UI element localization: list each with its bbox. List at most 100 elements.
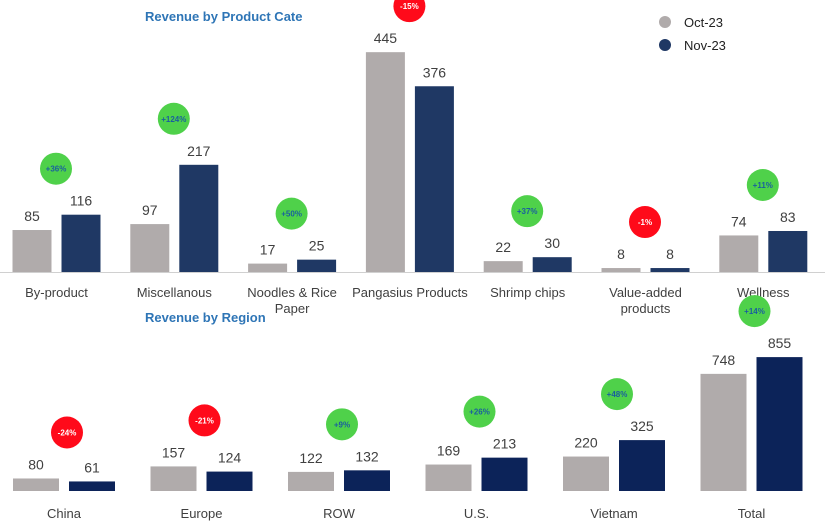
legend-label: Oct-23 <box>684 15 723 30</box>
bar-nov-4 <box>532 257 572 272</box>
bar-nov-2 <box>297 259 337 272</box>
increase-badge <box>40 152 72 185</box>
bar-oct-4 <box>483 261 523 272</box>
category-label: Shrimp chips <box>490 285 566 300</box>
increase-badge <box>511 195 544 228</box>
bar-oct-2 <box>288 471 334 491</box>
change-label: -21% <box>195 416 214 425</box>
value-label: 30 <box>544 235 560 251</box>
bar-nov-3 <box>481 457 528 491</box>
bar-nov-3 <box>414 86 454 272</box>
increase-badge <box>275 197 308 230</box>
bar-oct-0 <box>12 230 52 272</box>
value-label: 97 <box>142 202 158 218</box>
bar-oct-0 <box>13 478 59 491</box>
category-label: Noodles & Rice <box>247 285 337 300</box>
bar-oct-3 <box>425 464 472 491</box>
bar-oct-1 <box>150 466 197 491</box>
change-label: +36% <box>46 165 67 174</box>
decrease-badge <box>188 404 221 437</box>
bar-nov-5 <box>756 357 803 491</box>
value-label: 748 <box>712 352 736 368</box>
value-label: 25 <box>309 238 325 254</box>
category-label: Value-added <box>609 285 682 300</box>
category-label: Europe <box>181 506 223 521</box>
increase-badge <box>463 395 496 428</box>
category-label: Pangasius Products <box>352 285 468 300</box>
change-label: +11% <box>753 181 773 190</box>
change-label: +50% <box>281 210 302 219</box>
bar-nov-1 <box>179 164 219 272</box>
chart-title: Revenue by Product Cate <box>145 9 303 24</box>
value-label: 132 <box>355 448 379 464</box>
increase-badge <box>326 408 358 441</box>
value-label: 85 <box>24 208 40 224</box>
change-label: +26% <box>469 408 490 417</box>
value-label: 213 <box>493 436 517 452</box>
bar-nov-0 <box>69 481 115 491</box>
value-label: 17 <box>260 242 276 258</box>
category-label: China <box>47 506 82 521</box>
value-label: 325 <box>630 418 654 434</box>
bar-oct-1 <box>130 224 170 272</box>
category-label: By-product <box>25 285 88 300</box>
chart-title: Revenue by Region <box>145 310 266 325</box>
category-label: products <box>621 301 671 316</box>
decrease-badge <box>393 0 426 23</box>
value-label: 217 <box>187 143 211 159</box>
change-label: -15% <box>400 2 419 11</box>
change-label: -24% <box>58 428 77 437</box>
change-label: +48% <box>607 390 628 399</box>
value-label: 80 <box>28 456 44 472</box>
decrease-badge <box>51 416 83 449</box>
value-label: 445 <box>374 30 398 46</box>
legend-swatch-oct <box>659 16 671 28</box>
change-label: +37% <box>517 207 538 216</box>
increase-badge <box>157 102 190 135</box>
value-label: 169 <box>437 443 461 459</box>
category-label: Miscellanous <box>137 285 213 300</box>
value-label: 157 <box>162 444 186 460</box>
value-label: 83 <box>780 209 796 225</box>
value-label: 61 <box>84 459 100 475</box>
change-label: +9% <box>334 420 350 429</box>
change-label: +14% <box>744 307 765 316</box>
category-label: ROW <box>323 506 356 521</box>
value-label: 74 <box>731 213 747 229</box>
bar-nov-6 <box>768 230 808 272</box>
bar-oct-3 <box>365 52 405 272</box>
decrease-badge <box>629 206 661 239</box>
change-label: -1% <box>638 218 652 227</box>
value-label: 376 <box>423 64 447 80</box>
value-label: 8 <box>617 246 625 262</box>
bar-oct-5 <box>700 373 747 491</box>
bar-nov-0 <box>61 214 101 272</box>
bar-oct-2 <box>248 263 288 272</box>
increase-badge <box>746 168 779 201</box>
change-label: +124% <box>161 115 186 124</box>
value-label: 116 <box>70 193 93 209</box>
bar-nov-4 <box>619 440 665 491</box>
category-label: Wellness <box>737 285 790 300</box>
category-label: Paper <box>275 301 310 316</box>
increase-badge <box>738 295 771 328</box>
increase-badge <box>601 378 633 411</box>
bar-nov-2 <box>344 470 390 491</box>
category-label: Vietnam <box>590 506 637 521</box>
value-label: 124 <box>218 450 242 466</box>
category-label: U.S. <box>464 506 489 521</box>
value-label: 122 <box>299 450 323 466</box>
value-label: 8 <box>666 246 674 262</box>
legend-swatch-nov <box>659 39 671 51</box>
bar-nov-5 <box>650 268 690 272</box>
category-label: Total <box>738 506 766 521</box>
value-label: 22 <box>495 239 511 255</box>
bar-oct-6 <box>719 235 759 272</box>
legend-label: Nov-23 <box>684 38 726 53</box>
bar-oct-5 <box>601 268 641 272</box>
bar-oct-4 <box>563 456 609 491</box>
value-label: 220 <box>574 435 598 451</box>
bar-nov-1 <box>206 471 253 491</box>
